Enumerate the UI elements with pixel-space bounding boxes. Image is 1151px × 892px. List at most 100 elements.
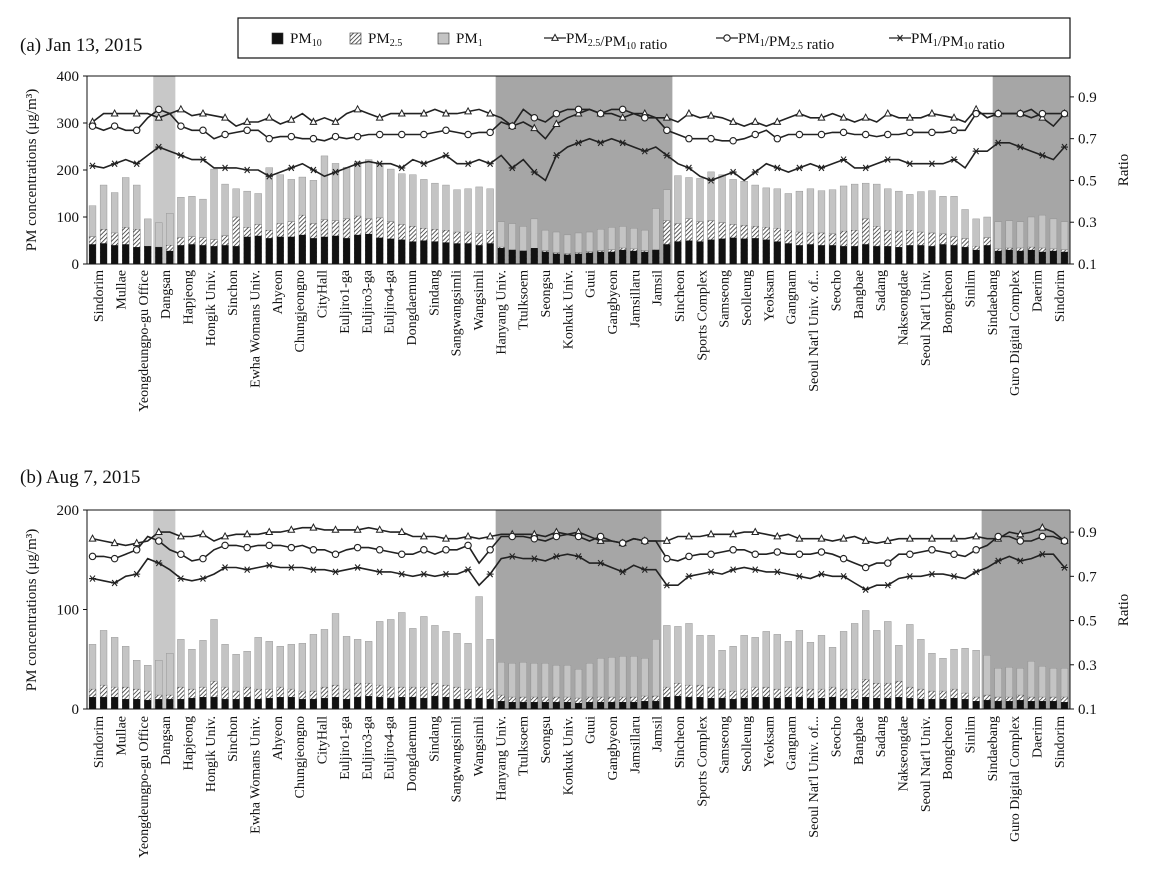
pm10-bar xyxy=(530,248,538,264)
legend-label-pm1: PM1 xyxy=(456,31,483,49)
y-tick-label: 400 xyxy=(57,69,80,85)
y-tick-label: 0 xyxy=(72,257,80,273)
r25_10-point xyxy=(441,534,450,542)
r1_25-point xyxy=(773,548,782,556)
r25_10-point xyxy=(729,117,738,125)
pm10-bar xyxy=(376,237,384,264)
r1_10-point xyxy=(177,575,185,582)
x-tick-label: Seocho xyxy=(829,270,844,311)
x-tick-label: Sindang xyxy=(427,716,442,762)
r1_10-point xyxy=(729,168,737,176)
pm10-bar xyxy=(928,699,936,709)
r25_10-point xyxy=(883,536,892,544)
pm10-bar xyxy=(807,698,814,709)
legend-marker-r1_25 xyxy=(723,34,731,42)
pm10-bar xyxy=(619,702,627,709)
pm10-bar xyxy=(773,241,781,264)
y2-tick-label: 0.5 xyxy=(1078,173,1097,189)
x-tick-label: Wangsimli xyxy=(472,716,487,776)
x-tick-label: Ahyeon xyxy=(271,716,286,760)
r1_25-point xyxy=(817,130,826,139)
x-tick-label: Hanyang Univ. xyxy=(494,270,509,355)
r1_10-point xyxy=(354,160,362,168)
r25_10-point xyxy=(883,108,892,117)
pm10-bar xyxy=(221,245,229,264)
pm10-bar xyxy=(917,245,925,264)
r1_25-point xyxy=(287,132,296,141)
y-tick-label: 300 xyxy=(57,116,80,132)
r25_10-point xyxy=(419,531,428,540)
pm10-bar xyxy=(1027,249,1035,264)
r25_10-point xyxy=(729,529,738,538)
pm10-bar xyxy=(564,702,571,709)
r1_10-point xyxy=(1016,557,1024,565)
r1_10-point xyxy=(354,564,362,571)
x-tick-label: Mullae xyxy=(115,716,130,756)
pm10-bar xyxy=(442,697,450,709)
r1_25-point xyxy=(420,546,428,554)
x-tick-label: Dongdaemun xyxy=(405,716,420,791)
r25_10-point xyxy=(817,534,826,542)
r1_25-point xyxy=(928,128,936,137)
pm10-bar xyxy=(608,702,616,709)
pm10-bar xyxy=(972,701,980,709)
pm10-bar xyxy=(552,253,560,264)
pm10-bar xyxy=(1005,249,1013,264)
pm10-bar xyxy=(343,238,350,264)
legend-marker-r1_10 xyxy=(896,34,904,42)
x-tick-label: Yeongdeungpo-gu Office xyxy=(137,716,152,858)
pm10-bar xyxy=(950,245,958,264)
x-tick-label: Yeongdeungpo-gu Office xyxy=(137,270,152,412)
r1_10-point xyxy=(309,166,317,174)
r1_25-point xyxy=(884,559,892,567)
pm10-bar xyxy=(122,244,130,264)
pm10-bar xyxy=(133,247,141,264)
pm10-bar xyxy=(641,251,649,264)
pm10-bar xyxy=(939,244,947,264)
r1_10-point xyxy=(89,575,97,582)
r1_10-point xyxy=(89,162,97,170)
r1_25-point xyxy=(552,109,561,118)
r25_10-point xyxy=(243,529,252,538)
y-tick-label: 100 xyxy=(57,603,80,619)
r1_10-point xyxy=(575,553,582,560)
pm10-bar xyxy=(1061,251,1068,264)
pm10-bar xyxy=(630,250,638,264)
pm10-bar xyxy=(497,701,505,709)
r1_10-point xyxy=(972,147,980,155)
pm10-bar xyxy=(387,238,395,264)
r25_10-point xyxy=(795,534,804,542)
pm10-bar xyxy=(508,249,516,264)
r1_10-point xyxy=(685,572,693,580)
r1_10-point xyxy=(265,172,273,180)
pm10-bar xyxy=(221,699,229,709)
r1_10-point xyxy=(663,152,671,159)
r1_25-point xyxy=(972,546,980,554)
x-tick-label: Seoul Nat'l Univ. xyxy=(919,270,934,366)
r1_25-point xyxy=(707,550,715,558)
r1_10-point xyxy=(508,553,516,560)
r1_10-point xyxy=(619,139,627,147)
r1_10-point xyxy=(199,156,207,163)
r1_25-point xyxy=(353,132,362,141)
pm10-bar xyxy=(453,243,461,264)
pm10-bar xyxy=(287,697,295,709)
y-tick-label: 200 xyxy=(57,503,80,519)
r1_10-point xyxy=(332,568,340,576)
x-tick-label: Jamsillaru xyxy=(628,716,643,774)
r1_10-point xyxy=(442,570,450,578)
r25_10-point xyxy=(861,536,870,544)
r25_10-point xyxy=(464,106,473,115)
r1_25-point xyxy=(1016,537,1025,545)
x-tick-label: Sinchon xyxy=(226,716,241,762)
pm10-bar xyxy=(254,699,262,709)
r1_10-point xyxy=(133,160,141,168)
r1_10-point xyxy=(795,572,803,580)
r1_25-point xyxy=(839,554,848,563)
r1_25-point xyxy=(398,130,406,139)
x-tick-label: Chungjeongno xyxy=(293,270,308,352)
panel-a: (a) Jan 13, 2015 PM concentrations (μg/m… xyxy=(20,35,1132,412)
r1_10-point xyxy=(221,564,229,571)
pm10-bar xyxy=(1050,701,1057,709)
legend-item-r1_25: PM1/PM2.5 ratio xyxy=(716,31,834,53)
